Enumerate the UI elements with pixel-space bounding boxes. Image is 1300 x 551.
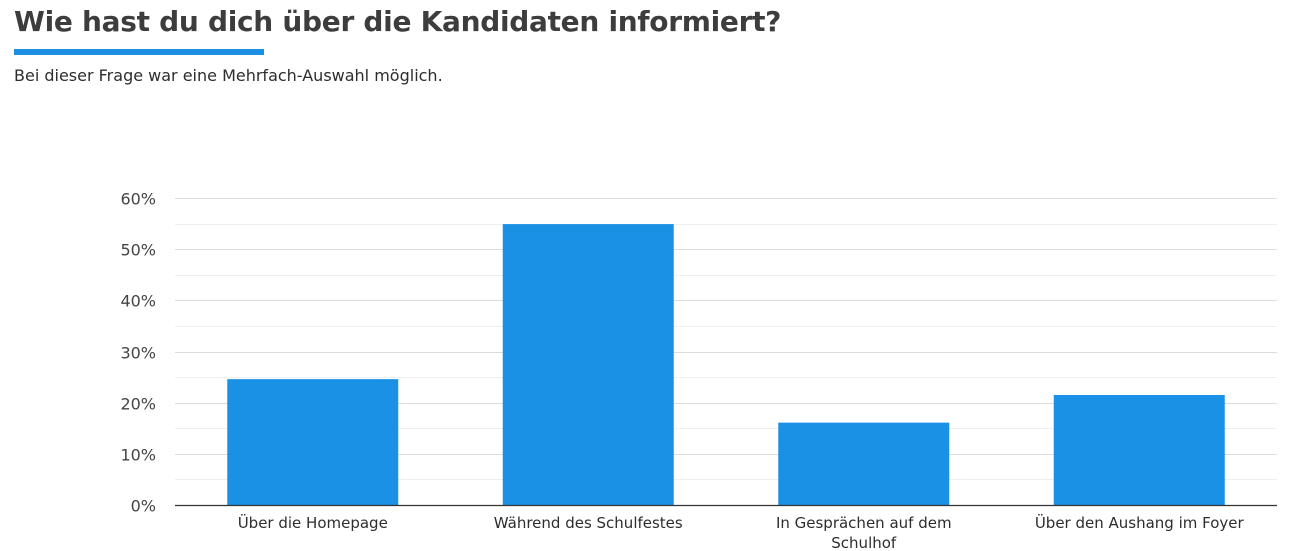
bar <box>778 422 950 505</box>
x-category-label: Während des Schulfestes <box>494 514 683 532</box>
chart-subtitle: Bei dieser Frage war eine Mehrfach-Auswa… <box>14 66 443 85</box>
bar <box>227 379 399 505</box>
y-tick-label: 10% <box>120 446 156 465</box>
y-tick-label: 20% <box>120 395 156 414</box>
y-tick-label: 50% <box>120 241 156 260</box>
bar <box>502 224 674 505</box>
x-category-label: In Gesprächen auf dem <box>776 514 952 532</box>
title-underline <box>14 49 264 55</box>
y-tick-label: 60% <box>120 190 156 209</box>
x-category-label: Schulhof <box>831 534 897 551</box>
y-tick-label: 40% <box>120 292 156 311</box>
chart-title: Wie hast du dich über die Kandidaten inf… <box>14 5 782 38</box>
y-tick-label: 0% <box>131 497 156 516</box>
y-tick-label: 30% <box>120 344 156 363</box>
axis-labels: 0% 10% 20% 30% 40% 50% 60% Über die Homepage Wäh… <box>120 190 1244 551</box>
bar <box>1053 394 1225 505</box>
x-category-label: Über die Homepage <box>238 513 388 532</box>
x-category-label: Über den Aushang im Foyer <box>1035 513 1245 532</box>
bars <box>227 224 1225 505</box>
